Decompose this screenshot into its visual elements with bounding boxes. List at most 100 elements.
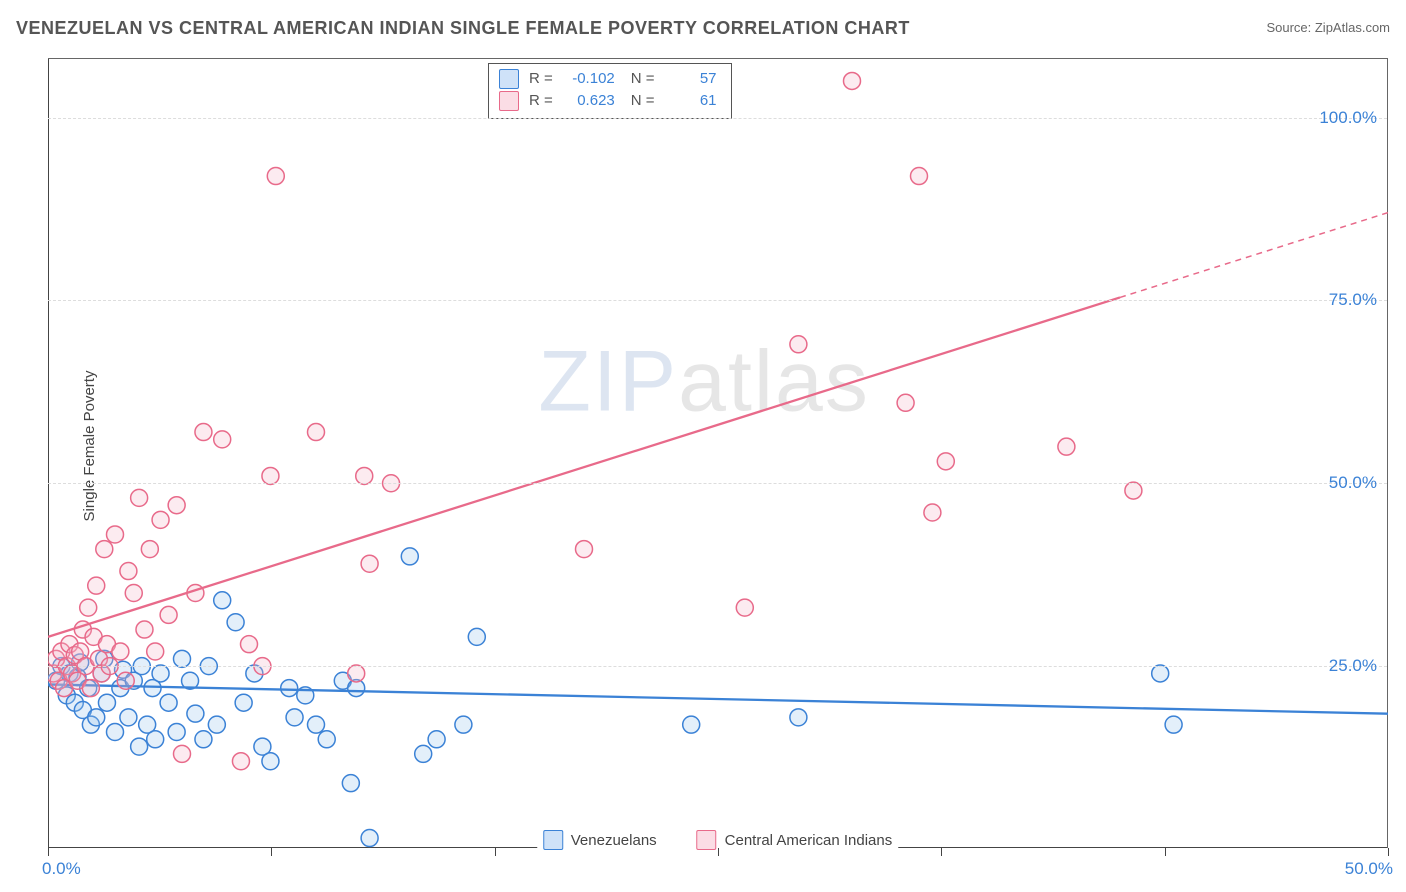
gridline — [48, 666, 1387, 667]
stats-row-cai: R = 0.623 N = 61 — [499, 90, 717, 112]
data-point-venezuelans — [342, 775, 359, 792]
data-point-venezuelans — [88, 709, 105, 726]
x-tick — [1388, 848, 1389, 856]
data-point-venezuelans — [187, 705, 204, 722]
data-point-central_american_indians — [1125, 482, 1142, 499]
data-point-central_american_indians — [117, 672, 134, 689]
data-point-central_american_indians — [174, 745, 191, 762]
data-point-central_american_indians — [924, 504, 941, 521]
gridline — [48, 118, 1387, 119]
data-point-venezuelans — [428, 731, 445, 748]
stats-legend: R = -0.102 N = 57 R = 0.623 N = 61 — [488, 63, 732, 119]
series-legend: Venezuelans Central American Indians — [537, 830, 899, 850]
data-point-venezuelans — [160, 694, 177, 711]
data-point-central_american_indians — [262, 467, 279, 484]
data-point-venezuelans — [361, 830, 378, 847]
data-point-central_american_indians — [897, 394, 914, 411]
data-point-central_american_indians — [107, 526, 124, 543]
data-point-venezuelans — [468, 628, 485, 645]
data-point-venezuelans — [195, 731, 212, 748]
data-point-venezuelans — [308, 716, 325, 733]
data-point-venezuelans — [286, 709, 303, 726]
legend-label-cai: Central American Indians — [725, 832, 893, 849]
swatch-venezuelans — [499, 69, 519, 89]
y-tick-label: 25.0% — [1329, 656, 1377, 676]
data-point-central_american_indians — [88, 577, 105, 594]
data-point-venezuelans — [120, 709, 137, 726]
stat-label-n2: N = — [631, 90, 655, 112]
data-point-central_american_indians — [267, 168, 284, 185]
trend-line-central_american_indians — [48, 297, 1120, 636]
data-point-central_american_indians — [361, 555, 378, 572]
trend-line-dash-central_american_indians — [1120, 213, 1388, 298]
data-point-venezuelans — [235, 694, 252, 711]
y-tick-label: 100.0% — [1319, 108, 1377, 128]
data-point-venezuelans — [1152, 665, 1169, 682]
x-tick — [941, 848, 942, 856]
x-tick — [271, 848, 272, 856]
data-point-central_american_indians — [214, 431, 231, 448]
data-point-central_american_indians — [160, 606, 177, 623]
gridline — [48, 300, 1387, 301]
data-point-venezuelans — [262, 753, 279, 770]
stat-n-cai: 61 — [665, 90, 717, 112]
source-attribution: Source: ZipAtlas.com — [1266, 20, 1390, 35]
swatch-cai — [499, 91, 519, 111]
data-point-central_american_indians — [195, 424, 212, 441]
data-point-central_american_indians — [232, 753, 249, 770]
y-tick-label: 75.0% — [1329, 290, 1377, 310]
stat-label-r2: R = — [529, 90, 553, 112]
data-point-central_american_indians — [96, 541, 113, 558]
stat-n-venezuelans: 57 — [665, 68, 717, 90]
data-point-venezuelans — [318, 731, 335, 748]
data-point-central_american_indians — [937, 453, 954, 470]
data-point-venezuelans — [1165, 716, 1182, 733]
data-point-central_american_indians — [112, 643, 129, 660]
data-point-venezuelans — [214, 592, 231, 609]
legend-item-venezuelans: Venezuelans — [543, 830, 657, 850]
data-point-central_american_indians — [1058, 438, 1075, 455]
data-point-venezuelans — [683, 716, 700, 733]
chart-title: VENEZUELAN VS CENTRAL AMERICAN INDIAN SI… — [16, 18, 910, 39]
data-point-central_american_indians — [356, 467, 373, 484]
gridline — [48, 483, 1387, 484]
x-tick — [48, 848, 49, 856]
data-point-venezuelans — [455, 716, 472, 733]
data-point-venezuelans — [98, 694, 115, 711]
data-point-central_american_indians — [131, 489, 148, 506]
stat-r-venezuelans: -0.102 — [563, 68, 615, 90]
stat-label-r: R = — [529, 68, 553, 90]
data-point-venezuelans — [152, 665, 169, 682]
x-tick — [718, 848, 719, 856]
data-point-central_american_indians — [911, 168, 928, 185]
data-point-central_american_indians — [136, 621, 153, 638]
data-point-central_american_indians — [82, 680, 99, 697]
chart-svg — [48, 59, 1388, 849]
x-tick — [1165, 848, 1166, 856]
data-point-central_american_indians — [241, 636, 258, 653]
data-point-venezuelans — [227, 614, 244, 631]
data-point-central_american_indians — [80, 599, 97, 616]
stat-r-cai: 0.623 — [563, 90, 615, 112]
data-point-central_american_indians — [120, 563, 137, 580]
y-tick-label: 50.0% — [1329, 473, 1377, 493]
x-tick-label: 50.0% — [1345, 859, 1393, 879]
data-point-central_american_indians — [576, 541, 593, 558]
data-point-venezuelans — [174, 650, 191, 667]
data-point-venezuelans — [281, 680, 298, 697]
data-point-venezuelans — [168, 723, 185, 740]
data-point-central_american_indians — [348, 665, 365, 682]
x-tick — [495, 848, 496, 856]
data-point-central_american_indians — [736, 599, 753, 616]
data-point-venezuelans — [208, 716, 225, 733]
data-point-venezuelans — [147, 731, 164, 748]
plot-area: ZIPatlas R = -0.102 N = 57 R = 0.623 N =… — [48, 58, 1388, 848]
data-point-central_american_indians — [152, 511, 169, 528]
stats-row-venezuelans: R = -0.102 N = 57 — [499, 68, 717, 90]
legend-swatch-cai — [697, 830, 717, 850]
data-point-venezuelans — [790, 709, 807, 726]
stat-label-n: N = — [631, 68, 655, 90]
x-tick-label: 0.0% — [42, 859, 81, 879]
data-point-venezuelans — [401, 548, 418, 565]
data-point-venezuelans — [131, 738, 148, 755]
